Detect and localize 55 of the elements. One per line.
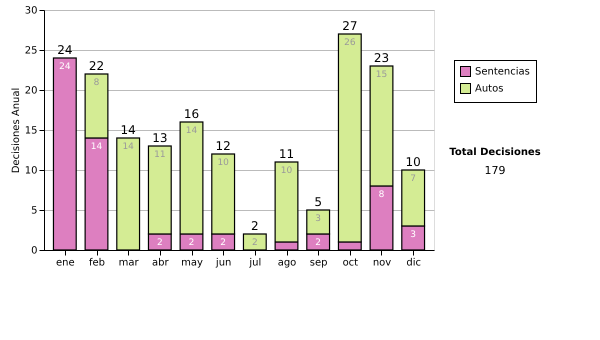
- data-label: 14: [90, 142, 102, 152]
- y-tick-label: 25: [24, 46, 38, 56]
- data-label: 15: [376, 70, 388, 80]
- x-tick-label: jul: [248, 258, 262, 268]
- total-label: 10: [406, 155, 421, 169]
- y-tick-label: 15: [24, 126, 38, 136]
- data-label: 7: [410, 174, 416, 184]
- text: 179: [484, 164, 506, 177]
- y-tick-label: 10: [24, 166, 38, 176]
- y-tick-label: 20: [24, 86, 38, 96]
- data-label: 8: [94, 78, 100, 88]
- y-tick-label: 5: [31, 206, 38, 216]
- total-label: 2: [251, 219, 259, 233]
- total-label: 24: [57, 43, 72, 57]
- data-label: 14: [186, 126, 198, 136]
- x-tick-label: abr: [152, 258, 170, 268]
- x-tick-label: mar: [118, 258, 140, 268]
- total-label: 27: [342, 19, 358, 33]
- total-label: 16: [184, 107, 200, 121]
- x-tick-label: sep: [310, 258, 328, 268]
- x-tick-label: dic: [406, 258, 421, 268]
- data-label: 10: [217, 158, 230, 168]
- data-label: 2: [188, 238, 194, 248]
- total-label: 11: [278, 147, 294, 161]
- legend-label: Autos: [475, 84, 504, 94]
- data-label: 11: [154, 150, 166, 160]
- x-tick-label: oct: [342, 258, 358, 268]
- x-tick-label: may: [181, 258, 203, 268]
- data-label: 2: [315, 238, 322, 248]
- data-label: 26: [344, 38, 356, 48]
- total-label: 13: [152, 131, 168, 145]
- x-tick-label: ago: [278, 258, 296, 268]
- x-tick-label: jun: [214, 258, 232, 268]
- x-tick-label: feb: [88, 258, 106, 268]
- x-tick-label: nov: [372, 258, 392, 268]
- y-tick-label: 0: [31, 246, 38, 256]
- data-label: 2: [252, 238, 258, 248]
- x-tick-label: ene: [56, 258, 75, 268]
- data-label: 10: [280, 166, 292, 176]
- data-label: 2: [156, 238, 163, 248]
- total-label: 23: [374, 51, 390, 65]
- data-label: 14: [122, 142, 134, 152]
- data-label: 3: [410, 230, 416, 240]
- total-label: 14: [120, 123, 136, 137]
- y-axis-title: Decisiones Anual: [10, 88, 22, 174]
- data-label: 2: [220, 238, 226, 248]
- data-label: 8: [378, 190, 385, 200]
- total-label: 5: [314, 195, 322, 209]
- total-label: 12: [216, 139, 231, 153]
- data-label: 3: [315, 214, 322, 224]
- data-label: 24: [59, 62, 71, 72]
- y-tick-label: 30: [24, 6, 38, 16]
- text: Total Decisiones: [449, 147, 541, 158]
- legend-label: Sentencias: [475, 66, 530, 78]
- total-label: 22: [88, 59, 104, 73]
